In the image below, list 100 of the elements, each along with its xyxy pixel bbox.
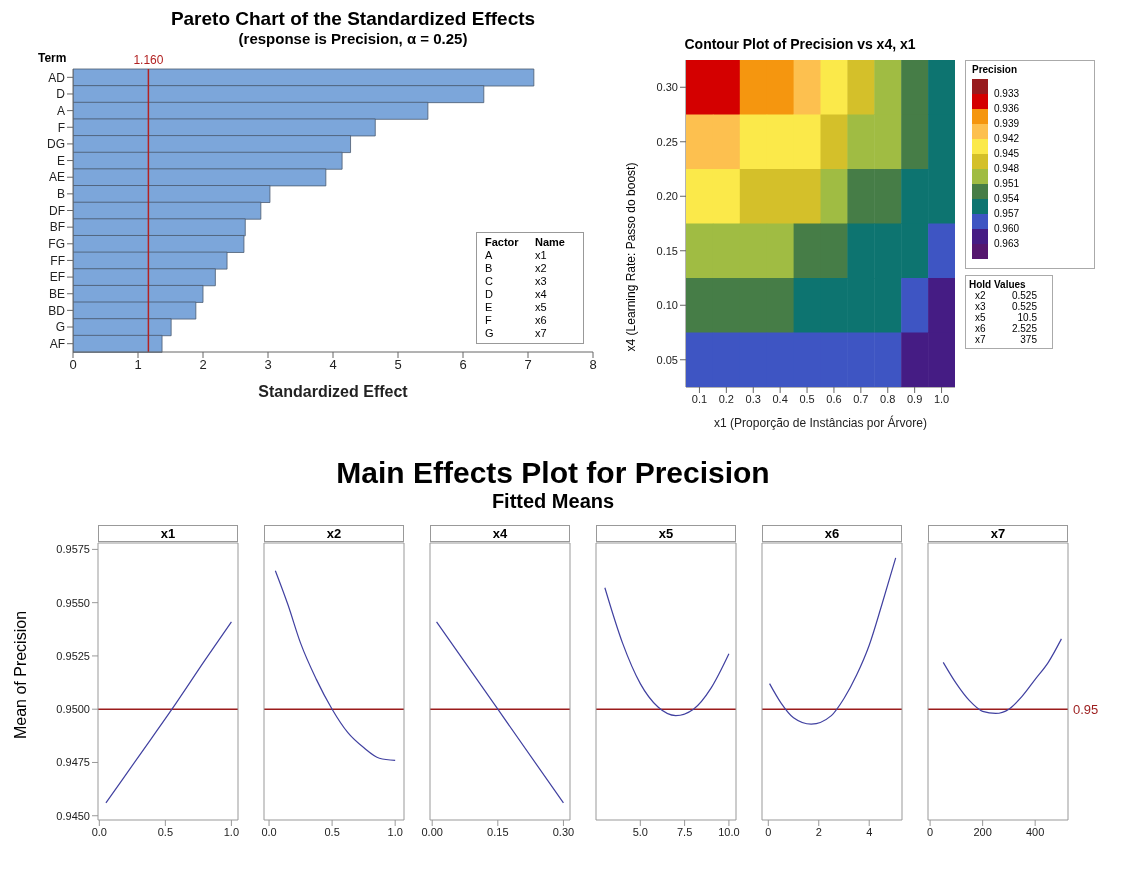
x-tick-label: 0 [69,357,77,373]
x-axis-title: x5 [596,525,736,542]
x-tick-label: 5.0 [632,825,648,838]
y-tick-label: DF [49,203,65,218]
color-bar-label: 0.942 [994,133,1020,145]
y-tick-label: BD [48,303,66,318]
annotation: G [485,327,495,340]
y-tick-label: 0.9550 [56,596,90,609]
y-tick-label: D [56,87,66,102]
y-tick-label: A [56,103,65,118]
y-tick-label: 0.9450 [56,809,90,822]
text: 2.525 [1010,323,1037,334]
annotation: E [485,301,494,314]
x-axis-title: Standardized Effect [258,383,409,400]
x-tick-label: 0.5 [799,392,815,405]
annotation: x7 [535,327,548,340]
x-tick-label: 0.2 [718,392,734,405]
x-tick-label: 0.4 [772,392,788,405]
x-tick-label: 5 [394,357,402,373]
chart-title: Pareto Chart of the Standardized Effects [169,8,537,30]
annotation: x5 [535,301,548,314]
x-tick-label: 0 [927,825,934,838]
y-tick-label: 0.15 [656,244,678,257]
x-tick-label: 7.5 [676,825,693,838]
x-tick-label: 4 [329,357,337,373]
text: x5 [975,312,987,323]
annotation: D [485,288,494,301]
color-bar-label: 0.936 [994,103,1020,115]
x-tick-label: 8 [589,357,597,373]
ref-line-label: 0.95 [1073,701,1099,717]
y-tick-label: 0.9500 [56,703,90,716]
color-bar-label: 0.945 [994,148,1020,160]
x-tick-label: 200 [973,825,992,838]
x-tick-label: 0.5 [157,825,174,838]
x-axis-title: x7 [928,525,1068,542]
text: 0.525 [1010,290,1037,301]
y-axis-title: x4 (Learning Rate: Passo do boost) [624,162,638,352]
x-axis-title: x6 [762,525,902,542]
annotation: x3 [535,275,548,288]
text: x6 [975,323,987,334]
x-axis-title: x2 [264,525,404,542]
text: Hold Values [969,279,1027,290]
chart-title: Contour Plot of Precision vs x4, x1 [683,36,917,52]
x-tick-label: 0.0 [91,825,107,838]
y-tick-label: F [57,120,65,135]
x-axis-title: x4 [430,525,570,542]
y-tick-label: AD [48,70,66,85]
annotation: C [485,275,494,288]
annotation: A [485,249,494,262]
y-tick-label: E [56,153,65,168]
y-tick-label: G [55,320,65,335]
chart-title: Main Effects Plot for Precision [335,456,771,490]
y-tick-label: AE [48,170,65,185]
text: 0.525 [1010,301,1037,312]
y-tick-label: BE [48,287,65,301]
x-tick-label: 0.0 [261,825,277,838]
x-tick-label: 0.6 [826,392,842,405]
x-tick-label: 7 [524,357,532,373]
color-bar-label: 0.963 [994,238,1020,250]
y-axis-title: Term [38,51,67,65]
x-tick-label: 0.00 [421,825,443,838]
y-tick-label: AF [49,336,65,351]
color-bar-label: 0.948 [994,163,1020,175]
x-tick-label: 0.5 [324,825,340,838]
x-tick-label: 0.3 [745,392,761,405]
chart-subtitle: (response is Precision, α = 0.25) [237,30,469,47]
color-bar-title: Precision [972,64,1019,75]
x-tick-label: 1 [134,357,142,373]
annotation: x1 [535,249,548,262]
x-tick-label: 1.0 [933,392,950,405]
y-tick-label: 0.20 [656,190,678,203]
y-tick-label: 0.9475 [56,756,90,769]
y-tick-label: B [56,187,65,202]
y-tick-label: 0.05 [656,353,678,366]
color-bar-label: 0.951 [994,178,1020,190]
x-tick-label: 4 [866,825,873,838]
text: 375 [1019,334,1037,345]
x-tick-label: 0.15 [487,825,509,838]
y-tick-label: 0.30 [656,81,678,94]
x-tick-label: 0.7 [853,392,869,405]
x-tick-label: 400 [1025,825,1045,838]
x-axis-title: x1 (Proporção de Instâncias por Árvore) [714,415,927,430]
color-bar-label: 0.939 [994,118,1020,130]
y-tick-label: DG [47,137,65,152]
y-tick-label: 0.25 [656,135,678,148]
x-tick-label: 0.1 [691,392,708,405]
y-tick-label: EF [49,270,65,285]
x-tick-label: 10.0 [718,825,740,838]
annotation: Name [535,236,566,249]
y-tick-label: FF [50,253,65,268]
color-bar-label: 0.957 [994,208,1020,220]
annotation: x4 [535,288,548,301]
x-tick-label: 3 [264,357,272,373]
x-tick-label: 1.0 [223,825,240,838]
x-tick-label: 2 [815,825,822,838]
y-tick-label: 0.10 [656,299,678,312]
y-tick-label: BF [49,220,65,235]
x-tick-label: 0.9 [907,392,923,405]
x-tick-label: 1.0 [387,825,403,838]
annotation: x6 [535,314,548,327]
